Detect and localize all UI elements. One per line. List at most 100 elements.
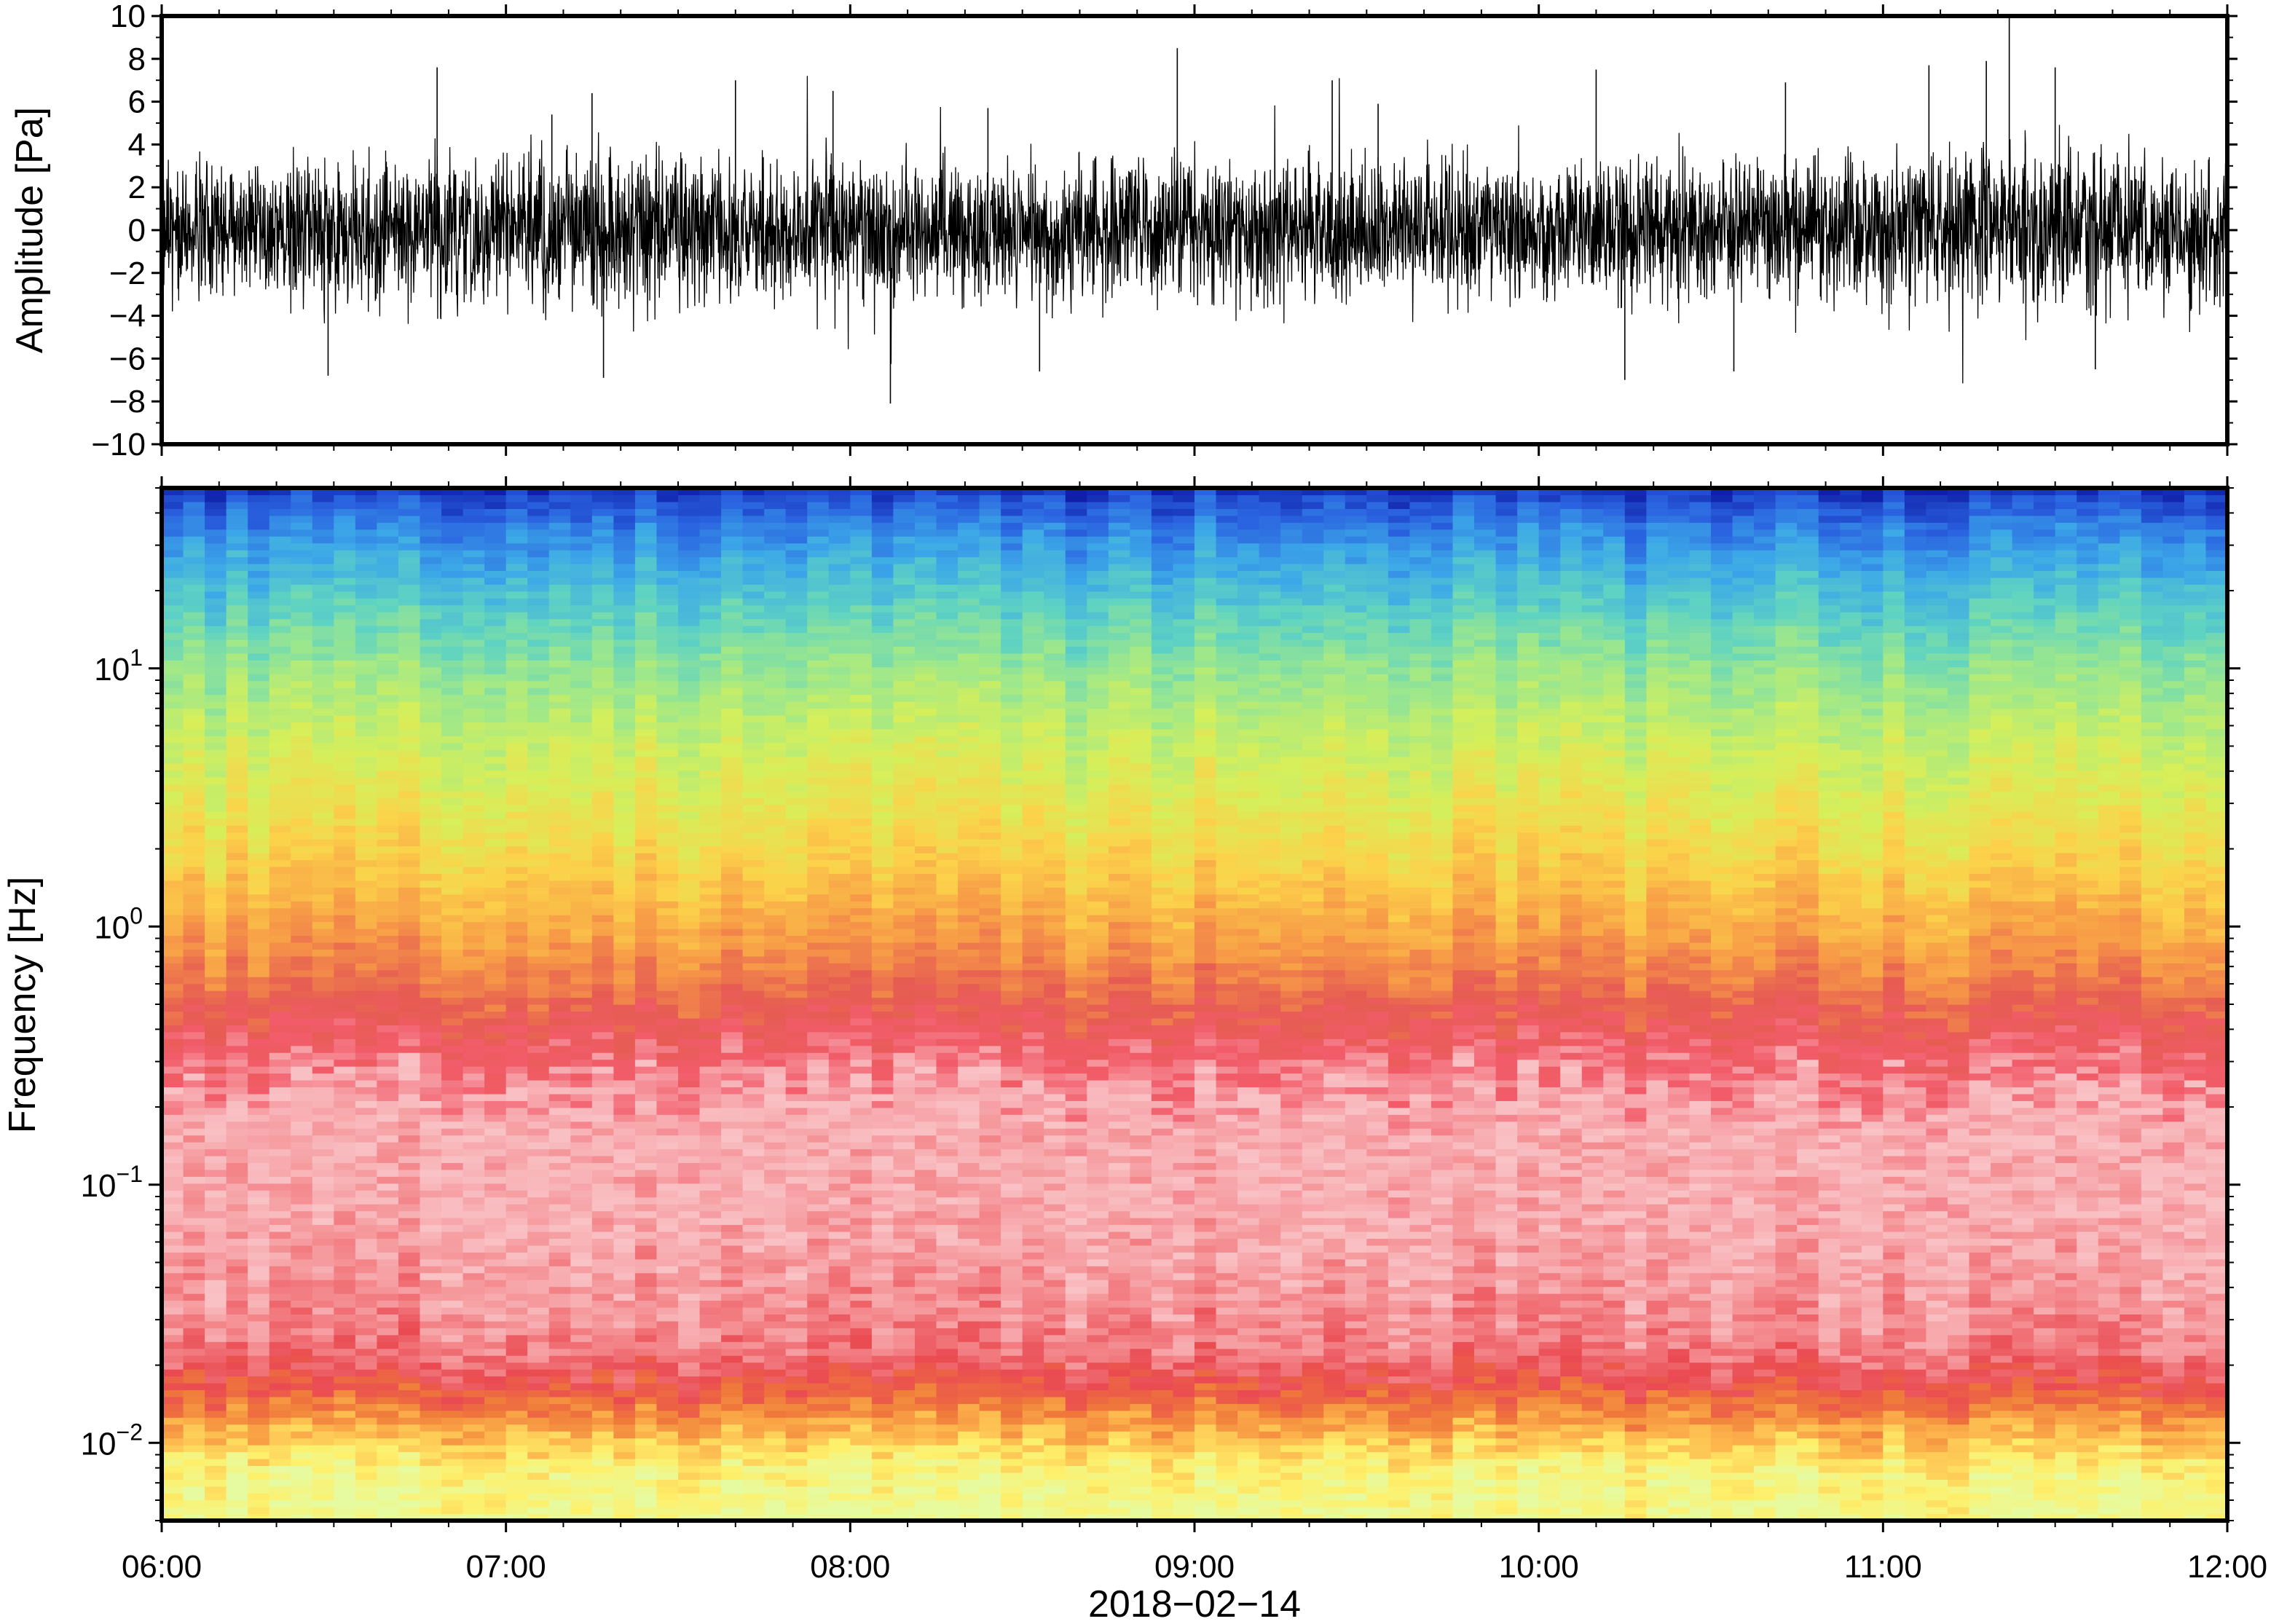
spectrogram-cell bbox=[1130, 1231, 1152, 1239]
spectrogram-cell bbox=[893, 1218, 916, 1226]
spectrogram-cell bbox=[1711, 1499, 1733, 1507]
spectrogram-cell bbox=[1904, 1479, 1927, 1487]
spectrogram-cell bbox=[1237, 1320, 1260, 1328]
spectrogram-cell bbox=[2162, 1479, 2185, 1487]
spectrogram-cell bbox=[591, 1451, 614, 1459]
spectrogram-cell bbox=[656, 1176, 679, 1184]
spectrogram-cell bbox=[1345, 1479, 1367, 1487]
spectrogram-cell bbox=[828, 1355, 851, 1363]
spectrogram-cell bbox=[1840, 1458, 1862, 1466]
spectrogram-cell bbox=[1151, 1479, 1174, 1487]
spectrogram-cell bbox=[828, 1417, 851, 1425]
spectrogram-cell bbox=[721, 1445, 744, 1453]
spectrogram-cell bbox=[1259, 1231, 1281, 1239]
spectrogram-cell bbox=[1108, 1507, 1130, 1515]
spectrogram-cell bbox=[1732, 1479, 1755, 1487]
spectrogram-cell bbox=[2077, 1183, 2099, 1191]
spectrogram-cell bbox=[721, 1382, 744, 1390]
spectrogram-cell bbox=[1151, 1320, 1174, 1328]
spectrogram-cell bbox=[785, 1362, 808, 1370]
spectrogram-cell bbox=[850, 1445, 873, 1453]
spectrogram-cell bbox=[871, 1431, 894, 1439]
spectrogram-cell bbox=[1991, 1499, 2013, 1507]
spectrogram-cell bbox=[979, 1176, 1001, 1184]
spectrogram-cell bbox=[334, 1293, 356, 1301]
spectrogram-cell bbox=[1388, 1472, 1411, 1480]
spectrogram-cell bbox=[2055, 1245, 2077, 1253]
spectrogram-cell bbox=[634, 1355, 658, 1363]
spectrogram-cell bbox=[1259, 1348, 1281, 1356]
spectrogram-cell bbox=[785, 1513, 808, 1521]
spectrogram-cell bbox=[2141, 1210, 2163, 1218]
spectrogram-cell bbox=[2034, 1300, 2056, 1308]
spectrogram-cell bbox=[678, 1306, 701, 1314]
spectrogram-cell bbox=[742, 1355, 765, 1363]
spectrogram-cell bbox=[2184, 1224, 2207, 1232]
spectrogram-cell bbox=[2098, 1224, 2120, 1232]
spectrogram-cell bbox=[1818, 1458, 1841, 1466]
spectrogram-cell bbox=[398, 1218, 421, 1226]
spectrogram-cell bbox=[914, 1410, 937, 1418]
spectrogram-cell bbox=[2162, 1499, 2185, 1507]
spectrogram-cell bbox=[1560, 1499, 1583, 1507]
spectrogram-cell bbox=[742, 1465, 765, 1473]
spectrogram-cell bbox=[1904, 1210, 1927, 1218]
spectrogram-cell bbox=[2120, 1376, 2142, 1384]
spectrogram-cell bbox=[807, 1424, 830, 1432]
spectrogram-cell bbox=[1130, 1306, 1152, 1314]
spectrogram-cell bbox=[1430, 1513, 1454, 1521]
spectrogram-cell bbox=[2141, 1438, 2163, 1446]
spectrogram-cell bbox=[1538, 1293, 1561, 1301]
spectrogram-cell bbox=[2034, 1493, 2056, 1501]
spectrogram-cell bbox=[1452, 1218, 1475, 1226]
spectrogram-cell bbox=[850, 1334, 873, 1342]
spectrogram-cell bbox=[1538, 1438, 1561, 1446]
spectrogram-cell bbox=[2162, 1451, 2185, 1459]
spectrogram-cell bbox=[441, 1513, 464, 1521]
spectrogram-cell bbox=[1904, 1258, 1927, 1266]
spectrogram-cell bbox=[1130, 1376, 1152, 1384]
spectrogram-cell bbox=[441, 1499, 464, 1507]
spectrogram-cell bbox=[1581, 1231, 1604, 1239]
spectrogram-cell bbox=[312, 1245, 334, 1253]
spectrogram-cell bbox=[1001, 1218, 1023, 1226]
spectrogram-cell bbox=[1667, 1266, 1691, 1274]
spectrogram-cell bbox=[742, 1306, 765, 1314]
spectrogram-cell bbox=[398, 1465, 421, 1473]
spectrogram-cell bbox=[828, 1245, 851, 1253]
spectrogram-cell bbox=[1904, 1348, 1927, 1356]
spectrogram-cell bbox=[1560, 1334, 1583, 1342]
spectrogram-cell bbox=[527, 1513, 550, 1521]
spectrogram-cell bbox=[505, 1280, 528, 1288]
spectrogram-cell bbox=[1711, 1507, 1733, 1515]
spectrogram-cell bbox=[1646, 1507, 1669, 1515]
spectrogram-cell bbox=[1926, 1300, 1948, 1308]
spectrogram-cell bbox=[1452, 1417, 1475, 1425]
spectrogram-cell bbox=[1603, 1499, 1626, 1507]
spectrogram-cell bbox=[1022, 1507, 1044, 1515]
spectrogram-cell bbox=[484, 1320, 507, 1328]
spectrogram-cell bbox=[1130, 1438, 1152, 1446]
spectrogram-cell bbox=[1495, 1183, 1518, 1191]
spectrogram-cell bbox=[1323, 1286, 1346, 1294]
spectrogram-cell bbox=[2034, 1355, 2056, 1363]
spectrogram-cell bbox=[2184, 1507, 2207, 1515]
spectrogram-cell bbox=[1840, 1410, 1862, 1418]
spectrogram-cell bbox=[1538, 1197, 1561, 1205]
spectrogram-cell bbox=[2098, 1431, 2120, 1439]
spectrogram-cell bbox=[1904, 1403, 1927, 1411]
spectrogram-cell bbox=[1689, 1431, 1712, 1439]
spectrogram-cell bbox=[1108, 1486, 1130, 1494]
spectrogram-cell bbox=[742, 1238, 765, 1246]
spectrogram-cell bbox=[548, 1272, 571, 1280]
spectrogram-cell bbox=[764, 1266, 787, 1274]
spectrogram-cell bbox=[1065, 1486, 1087, 1494]
spectrogram-cell bbox=[699, 1231, 722, 1239]
spectrogram-cell bbox=[1646, 1403, 1669, 1411]
spectrogram-cell bbox=[764, 1438, 787, 1446]
spectrogram-cell bbox=[1430, 1224, 1454, 1232]
spectrogram-cell bbox=[1560, 1486, 1583, 1494]
spectrogram-cell bbox=[1087, 1224, 1109, 1232]
spectrogram-cell bbox=[527, 1258, 550, 1266]
